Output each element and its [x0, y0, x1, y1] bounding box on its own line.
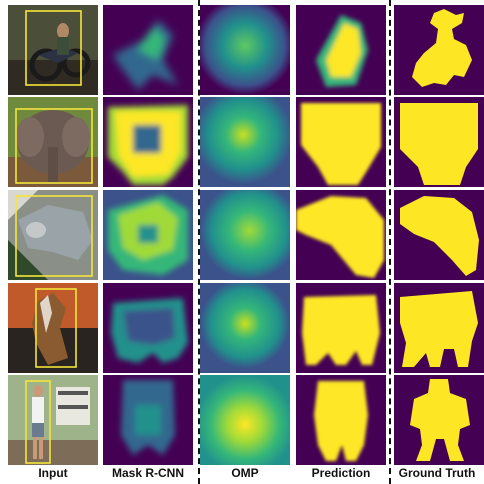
heatmap-horse-omp [200, 283, 290, 373]
input-photo-cat [8, 190, 98, 280]
prediction-output [296, 97, 386, 187]
ground-truth-mask [394, 283, 484, 373]
column-label-ground-truth: Ground Truth [398, 466, 476, 480]
mask-motorcycle-ground-truth [394, 5, 484, 95]
input-photo-elephant [8, 97, 98, 187]
prediction-output [296, 5, 386, 95]
mask-person-ground-truth [394, 375, 484, 465]
mask-rcnn-output [103, 283, 193, 373]
heatmap-elephant-omp [200, 97, 290, 187]
mask-cat-ground-truth [394, 190, 484, 280]
omp-output [200, 97, 290, 187]
mask-horse-ground-truth [394, 283, 484, 373]
input-image [8, 283, 98, 373]
column-label-prediction: Prediction [311, 466, 371, 480]
mask-rcnn-output [103, 97, 193, 187]
heatmap-elephant-prediction [296, 97, 386, 187]
heatmap-horse-mask-rcnn [103, 283, 193, 373]
prediction-output [296, 190, 386, 280]
heatmap-cat-mask-rcnn [103, 190, 193, 280]
column-label-omp: OMP [231, 466, 259, 480]
omp-output [200, 375, 290, 465]
column-label-mask-rcnn: Mask R-CNN [111, 466, 184, 480]
input-image [8, 5, 98, 95]
input-photo-motorcycle [8, 5, 98, 95]
heatmap-motorcycle-prediction [296, 5, 386, 95]
mask-rcnn-output [103, 190, 193, 280]
column-label-input: Input [38, 466, 68, 480]
input-image [8, 97, 98, 187]
mask-elephant-ground-truth [394, 97, 484, 187]
omp-output [200, 283, 290, 373]
input-image [8, 375, 98, 465]
input-image [8, 190, 98, 280]
omp-output [200, 5, 290, 95]
heatmap-elephant-mask-rcnn [103, 97, 193, 187]
mask-rcnn-output [103, 375, 193, 465]
dashed-divider-right [389, 0, 391, 484]
prediction-output [296, 283, 386, 373]
heatmap-cat-omp [200, 190, 290, 280]
heatmap-person-omp [200, 375, 290, 465]
heatmap-motorcycle-mask-rcnn [103, 5, 193, 95]
heatmap-person-mask-rcnn [103, 375, 193, 465]
omp-output [200, 190, 290, 280]
ground-truth-mask [394, 190, 484, 280]
prediction-output [296, 375, 386, 465]
heatmap-person-prediction [296, 375, 386, 465]
heatmap-cat-prediction [296, 190, 386, 280]
heatmap-motorcycle-omp [200, 5, 290, 95]
dashed-divider-left [198, 0, 200, 484]
ground-truth-mask [394, 97, 484, 187]
heatmap-horse-prediction [296, 283, 386, 373]
input-photo-person [8, 375, 98, 465]
ground-truth-mask [394, 5, 484, 95]
ground-truth-mask [394, 375, 484, 465]
input-photo-horse [8, 283, 98, 373]
mask-rcnn-output [103, 5, 193, 95]
